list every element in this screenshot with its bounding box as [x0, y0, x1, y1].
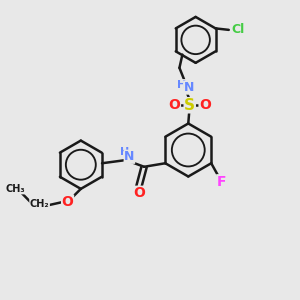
Text: CH₂: CH₂: [30, 199, 50, 208]
Text: Cl: Cl: [232, 23, 245, 36]
Text: N: N: [184, 81, 194, 94]
Text: H: H: [120, 147, 130, 157]
Text: F: F: [217, 175, 226, 189]
Text: O: O: [61, 195, 74, 209]
Text: N: N: [124, 150, 135, 163]
Text: CH₃: CH₃: [5, 184, 25, 194]
Text: H: H: [177, 80, 186, 90]
Text: O: O: [133, 186, 145, 200]
Text: O: O: [169, 98, 180, 112]
Text: O: O: [199, 98, 211, 112]
Text: S: S: [184, 98, 195, 113]
